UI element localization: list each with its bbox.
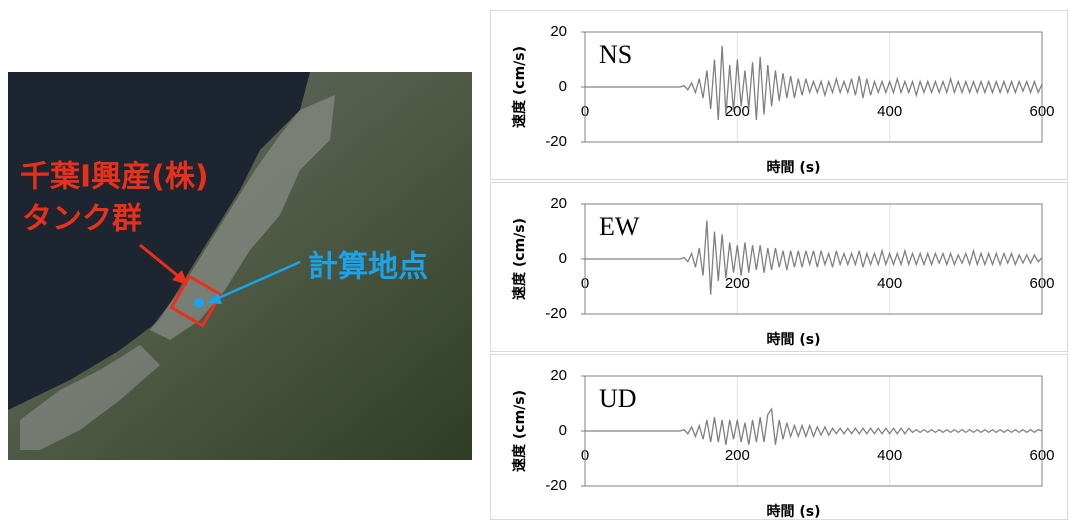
y-tick-label: 0 [559,250,567,267]
series-line [585,221,1042,295]
x-axis-title: 時間 (s) [766,331,820,348]
x-tick-label: 200 [725,275,750,292]
y-tick-label: 20 [550,23,567,40]
series-line [585,46,1042,120]
y-axis-title: 速度 (cm/s) [511,46,528,128]
satellite-map: 千葉I興産(株) タンク群 計算地点 [8,72,472,460]
series-name: NS [599,40,632,69]
map-label: 千葉I興産(株) [20,160,209,195]
y-tick-label: 20 [550,367,567,384]
series-name: EW [599,212,640,241]
x-axis-title: 時間 (s) [766,503,820,520]
y-tick-label: -20 [545,133,567,150]
series-name: UD [599,384,637,413]
map-label: 計算地点 [308,250,428,285]
y-axis-title: 速度 (cm/s) [511,390,528,472]
x-axis-title: 時間 (s) [766,159,820,176]
map-label: タンク群 [22,202,142,237]
calc-point [194,298,204,308]
figure: 千葉I興産(株) タンク群 計算地点 0200400600-20020NS時間 … [0,0,1069,520]
y-tick-label: 0 [559,422,567,439]
y-tick-label: -20 [545,305,567,322]
y-tick-label: -20 [545,477,567,494]
x-tick-label: 400 [877,103,902,120]
series-line [585,409,1042,445]
x-tick-label: 200 [725,447,750,464]
chart-panel [491,355,1068,520]
y-tick-label: 0 [559,78,567,95]
x-tick-label: 400 [877,275,902,292]
y-tick-label: 20 [550,195,567,212]
x-tick-label: 400 [877,447,902,464]
y-axis-title: 速度 (cm/s) [511,218,528,300]
x-tick-label: 200 [725,103,750,120]
